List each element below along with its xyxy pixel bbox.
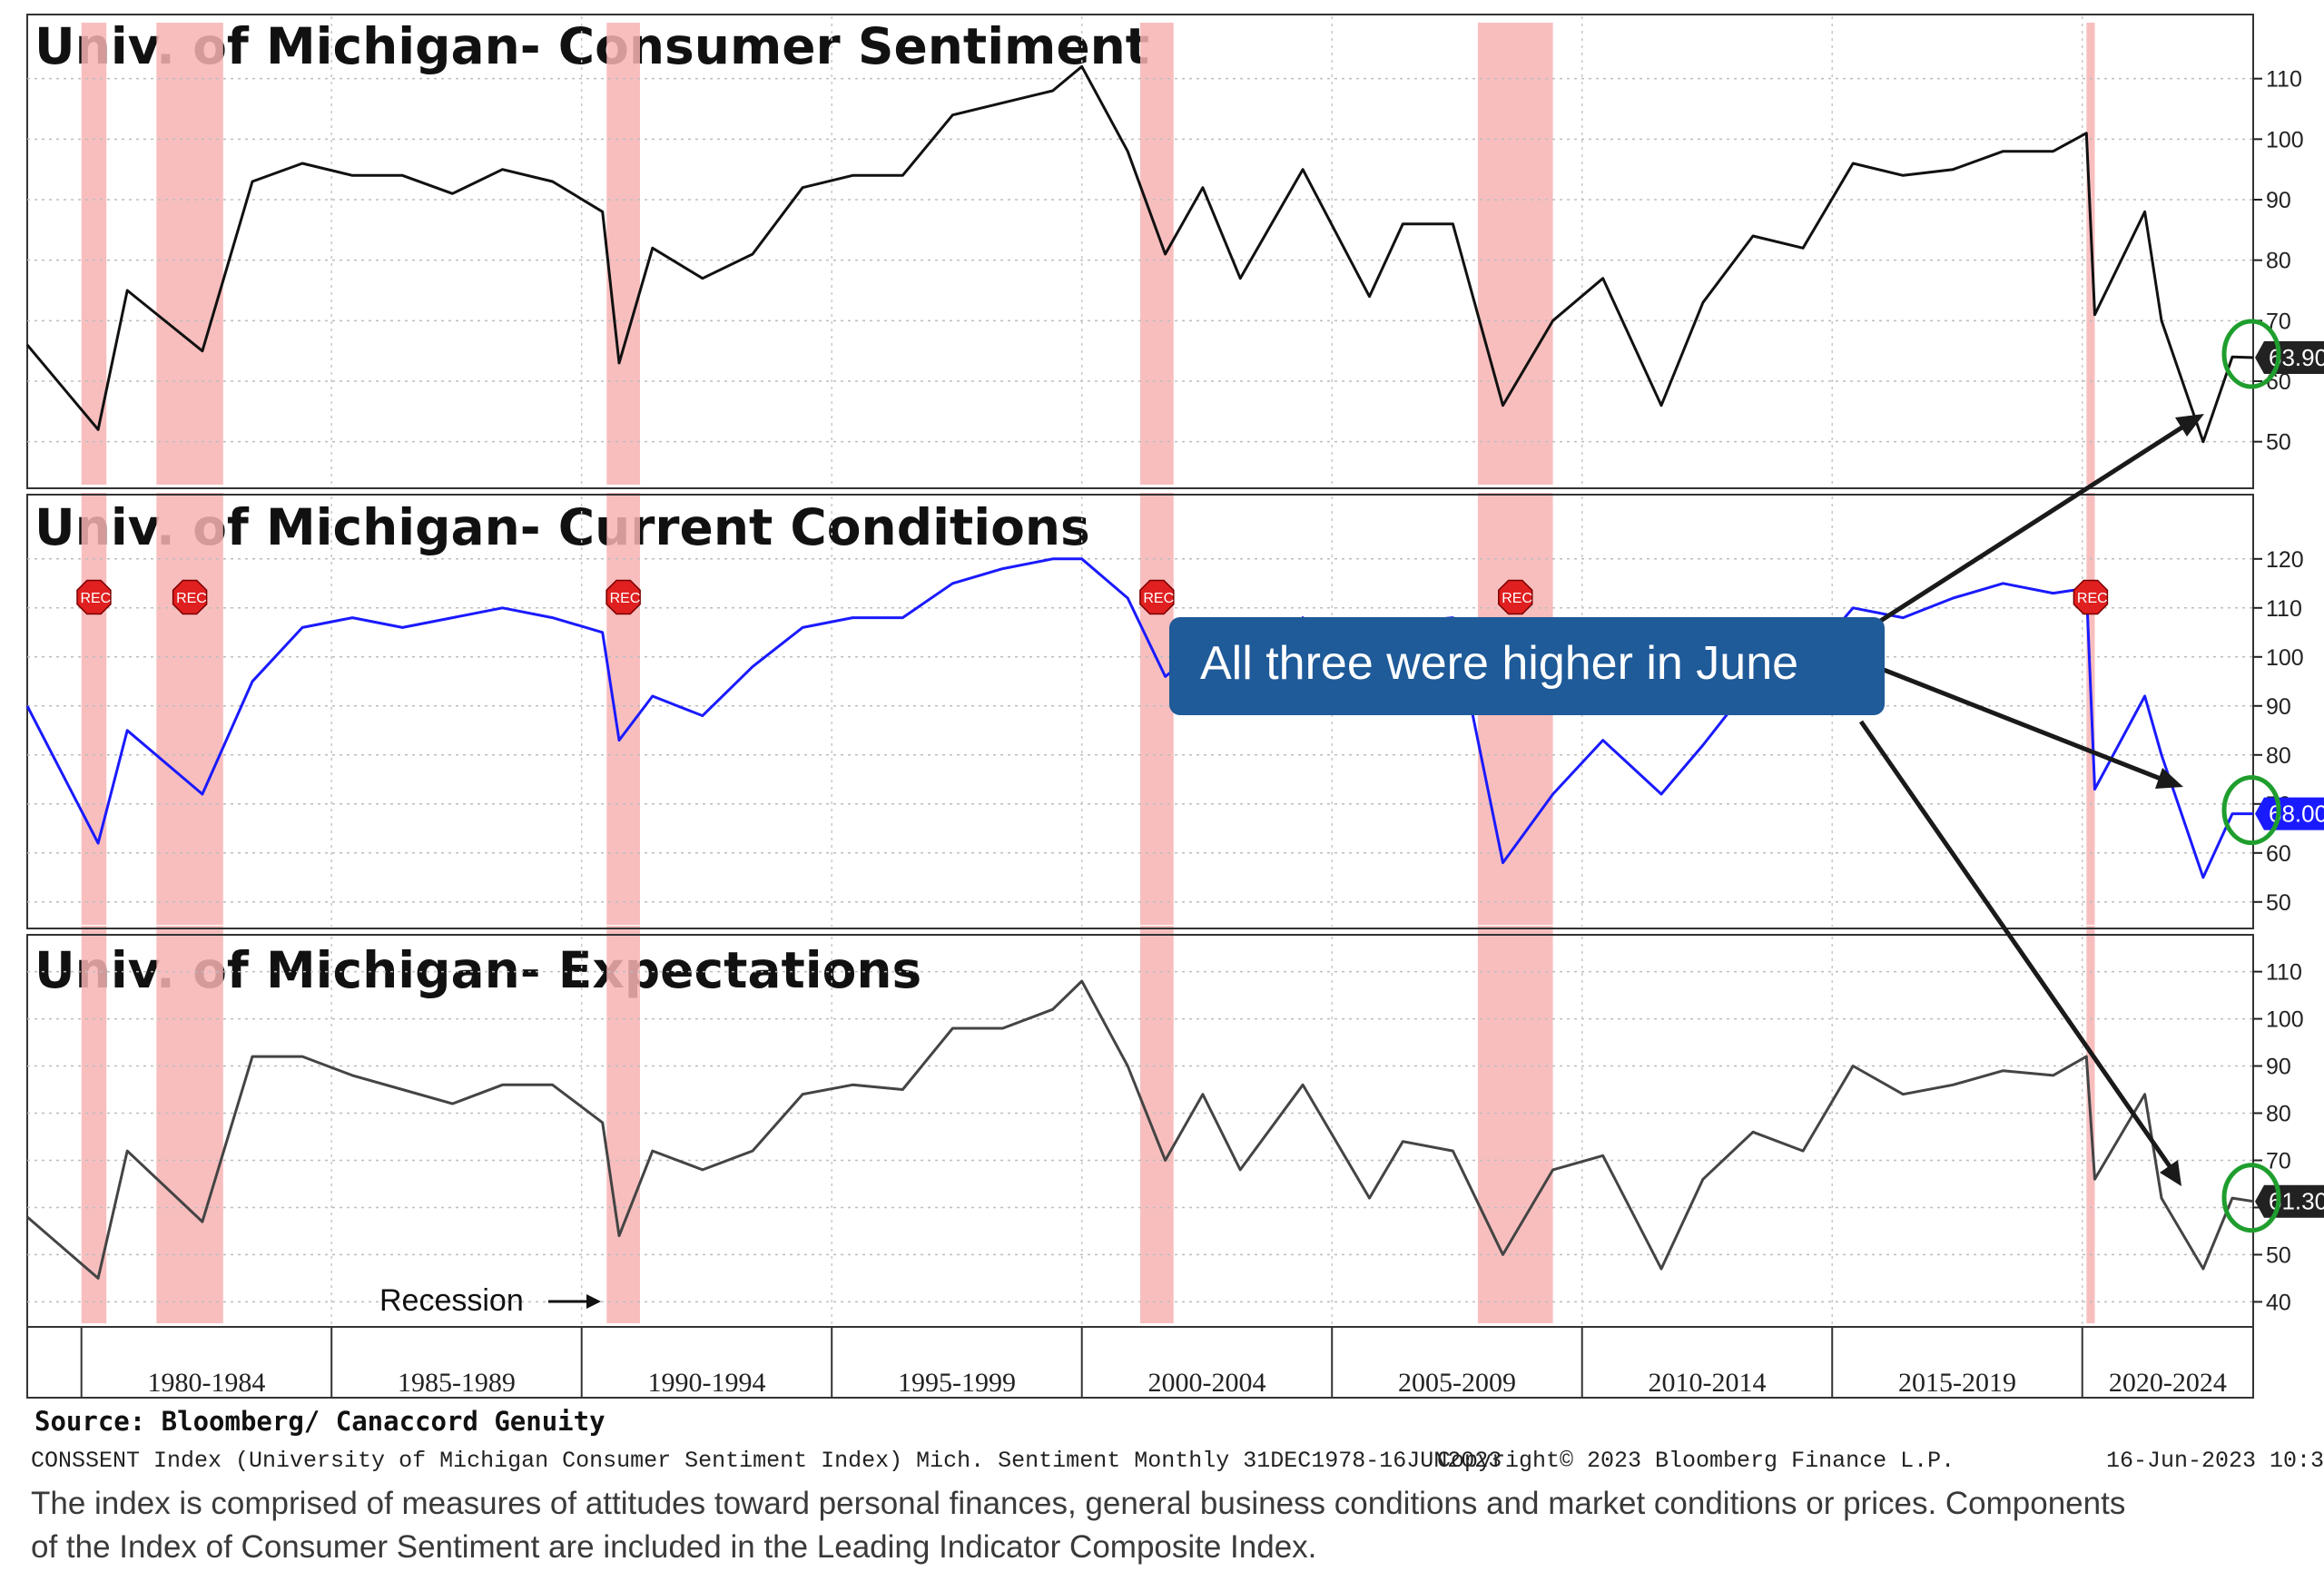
callout-text: All three were higher in June [1200,637,1798,690]
recession-band [1477,926,1553,1323]
x-tick-label: 2010-2014 [1648,1368,1766,1398]
x-tick-label: 2015-2019 [1898,1368,2016,1398]
rec-marker-label: REC [1143,591,1174,606]
last-value-badge [2255,797,2324,830]
callout-background [1169,617,1885,715]
x-axis-frame [26,1326,2254,1399]
y-tick-label: 100 [2266,1007,2304,1033]
arrowhead-current [2155,768,2183,789]
rec-marker-label: REC [176,591,207,606]
recession-band [156,926,223,1323]
x-tick-label: 2020-2024 [2109,1368,2227,1398]
caption-line-2: of the Index of Consumer Sentiment are i… [31,1529,1316,1565]
recession-band [81,493,107,925]
arrow-to-sentiment [1877,424,2185,624]
recession-band [1140,493,1174,925]
y-tick-label: 100 [2266,127,2304,152]
y-tick-label: 90 [2266,694,2291,720]
recession-band [606,926,640,1323]
y-tick-label: 50 [2266,1242,2291,1268]
y-tick-label: 80 [2266,1102,2291,1127]
panel-frame [26,494,2254,929]
x-tick-label: 1990-1994 [647,1368,765,1398]
copyright: Copyright© 2023 Bloomberg Finance L.P. [1437,1448,1955,1474]
y-tick-label: 50 [2266,430,2291,456]
rec-marker [172,579,208,615]
y-tick-label: 50 [2266,890,2291,916]
timestamp: 16-Jun-2023 10:36:06 [2106,1448,2324,1474]
rec-marker-label: REC [2077,591,2108,606]
rec-marker-label: REC [610,591,641,606]
recession-band [606,493,640,925]
x-tick-label: 1980-1984 [147,1368,265,1398]
rec-marker [2073,579,2109,615]
y-tick-label: 110 [2266,596,2302,622]
y-tick-label: 120 [2266,547,2304,573]
recession-band [1477,23,1553,485]
last-value-badge [2255,341,2324,374]
y-tick-label: 60 [2266,841,2291,867]
y-tick-label: 100 [2266,645,2304,671]
rec-marker [76,579,112,615]
recession-band [1140,23,1174,485]
highlight-circle [2221,319,2281,389]
series-line-expectations [26,979,2254,1280]
arrowhead-sentiment [2175,414,2204,437]
panel-expectations: 40506070809010011061.30 [26,934,2324,1328]
x-tick-label: 2005-2009 [1398,1368,1516,1398]
y-tick-label: 90 [2266,188,2291,213]
y-tick-label: 40 [2266,1290,2291,1315]
index-description: CONSSENT Index (University of Michigan C… [31,1448,1502,1474]
last-value-badge [2255,1184,2324,1218]
y-tick-label: 80 [2266,743,2291,769]
recession-band [1140,926,1174,1323]
recession-band [156,493,223,925]
x-tick-label: 1985-1989 [398,1368,516,1398]
recession-band [156,23,223,485]
rec-marker-label: REC [1502,591,1532,606]
callout-arrows [1858,414,2204,1186]
recession-arrowhead [586,1294,601,1309]
highlight-circle [2221,775,2281,846]
recession-band [606,23,640,485]
highlight-circle [2221,1163,2281,1233]
caption-line-1: The index is comprised of measures of at… [31,1486,2125,1521]
y-tick-label: 70 [2266,1148,2291,1174]
y-tick-label: 90 [2266,1055,2291,1080]
series-line-sentiment [25,64,2254,444]
rec-marker-label: REC [80,591,111,606]
panel-frame [26,14,2254,489]
x-axis: 1980-1984 1985-1989 1990-1994 1995-1999 2000… [26,1326,2254,1399]
rec-marker [1139,579,1175,615]
y-tick-label: 110 [2266,67,2302,93]
arrowhead-expectations [2160,1160,2181,1186]
rec-marker [1498,579,1533,615]
rec-marker [606,579,641,615]
y-tick-label: 110 [2266,960,2302,986]
recession-label: Recession [379,1283,524,1318]
x-tick-label: 2000-2004 [1147,1368,1265,1398]
x-tick-label: 1995-1999 [898,1368,1016,1398]
source-label: Source: Bloomberg/ Canaccord Genuity [34,1406,606,1437]
y-tick-label: 80 [2266,249,2291,274]
arrow-to-expectations [1858,720,2172,1168]
arrow-to-current [1883,667,2162,781]
callout-box: All three were higher in June [1169,617,1885,715]
